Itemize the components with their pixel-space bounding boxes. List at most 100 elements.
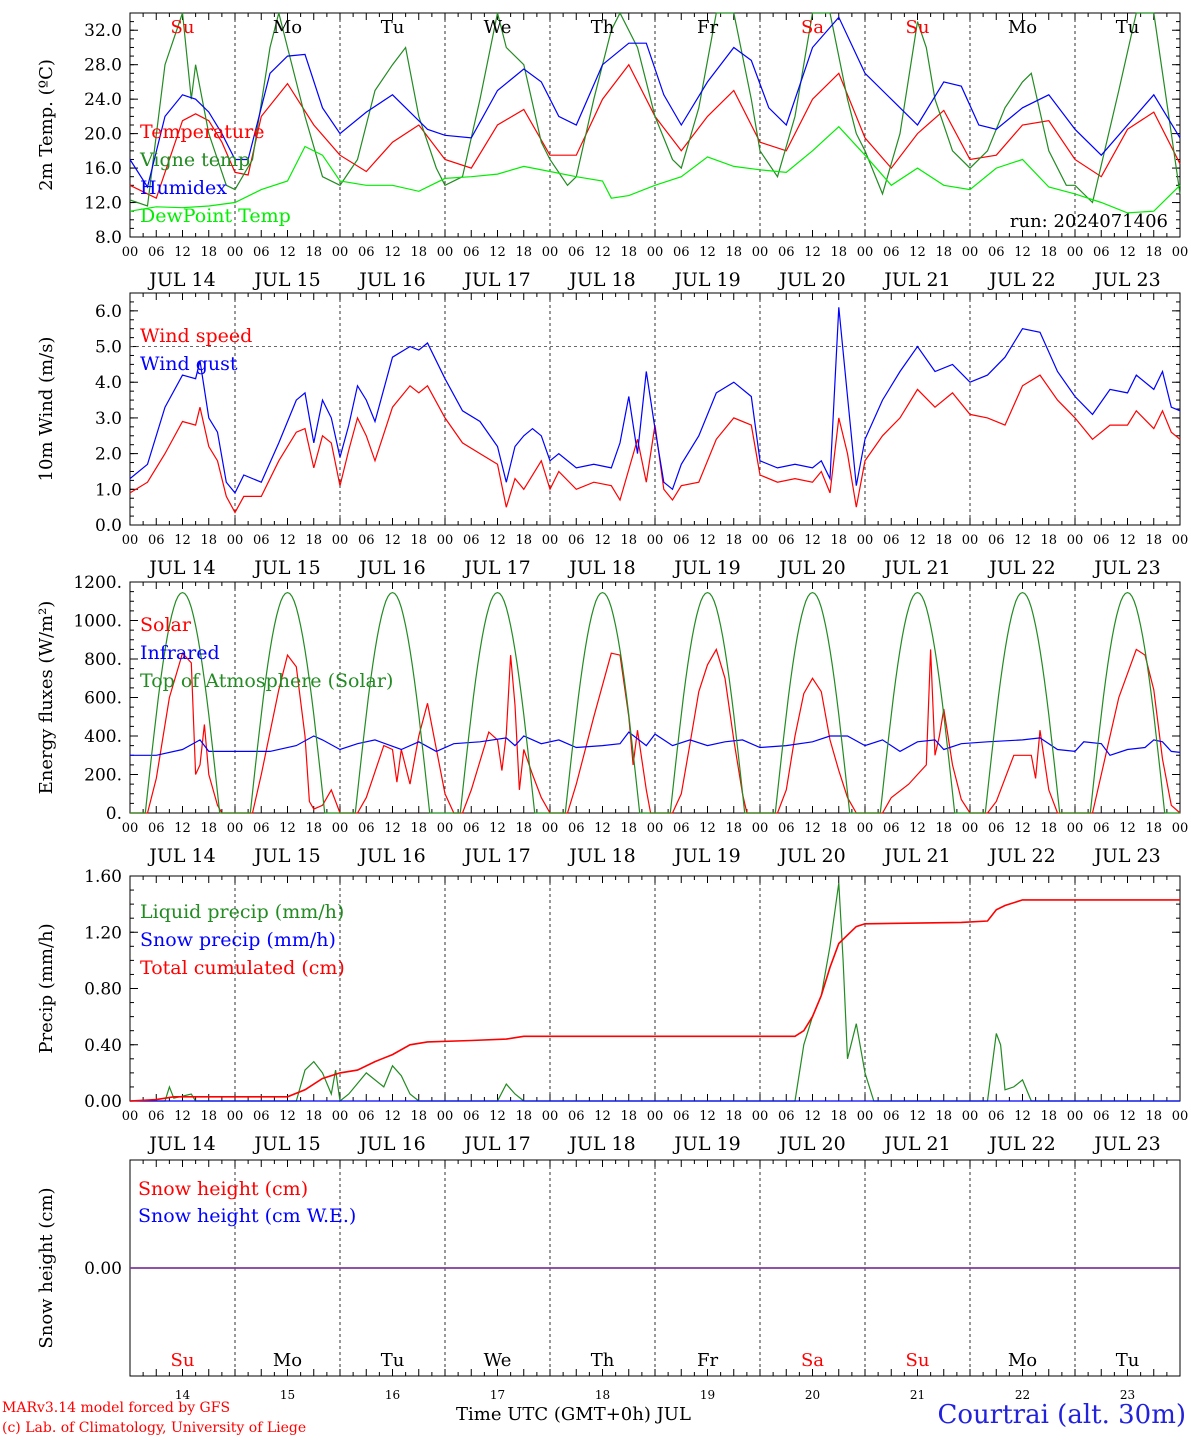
date-label: JUL 22 — [987, 269, 1055, 291]
series-line-wind-gust — [129, 307, 1181, 495]
weekday-label: Fr — [697, 17, 718, 38]
date-label: JUL 19 — [672, 269, 740, 291]
hour-tick-label: 06 — [1093, 821, 1110, 836]
hour-tick-label: 12 — [699, 245, 716, 260]
y-tick-label: 1.20 — [84, 923, 122, 943]
y-tick-label: 8.0 — [95, 228, 122, 248]
date-label: JUL 19 — [672, 845, 740, 867]
hour-tick-label: 06 — [568, 821, 585, 836]
hour-tick-label: 18 — [305, 533, 322, 548]
hour-tick-label: 18 — [620, 821, 637, 836]
hour-tick-label: 00 — [857, 245, 874, 260]
hour-tick-label: 18 — [830, 1109, 847, 1124]
hour-tick-label: 12 — [384, 533, 401, 548]
hour-tick-label: 06 — [1093, 533, 1110, 548]
hour-tick-label: 06 — [778, 1109, 795, 1124]
hour-tick-label: 06 — [883, 821, 900, 836]
weekday-label: Tu — [381, 17, 405, 38]
hour-tick-label: 06 — [988, 821, 1005, 836]
weekday-label: Mo — [273, 17, 302, 38]
legend-entry: Snow height (cm) — [138, 1178, 308, 1200]
hour-tick-label: 06 — [883, 245, 900, 260]
hour-tick-label: 00 — [122, 821, 139, 836]
panel-snow: 0.00 Snow height (cm) Snow height (cm) Snow… — [36, 1159, 1181, 1402]
date-label: JUL 22 — [987, 1133, 1055, 1155]
hour-tick-label: 00 — [647, 821, 664, 836]
hour-tick-label: 18 — [200, 1109, 217, 1124]
hour-tick-label: 00 — [1172, 821, 1189, 836]
hour-tick-label: 12 — [279, 533, 296, 548]
hour-tick-label: 12 — [909, 821, 926, 836]
hour-tick-label: 00 — [122, 533, 139, 548]
hour-tick-label: 06 — [673, 245, 690, 260]
legend-entry: Top of Atmosphere (Solar) — [140, 670, 393, 692]
hour-tick-label: 00 — [332, 533, 349, 548]
hour-tick-label: 06 — [883, 533, 900, 548]
hour-tick-label: 12 — [279, 245, 296, 260]
hour-tick-label: 00 — [1067, 533, 1084, 548]
hour-tick-label: 06 — [568, 1109, 585, 1124]
hour-tick-label: 12 — [384, 1109, 401, 1124]
y-tick-label: 2.0 — [95, 445, 122, 465]
day-number-label: 18 — [595, 1388, 610, 1402]
hour-tick-label: 00 — [122, 245, 139, 260]
weekday-label: We — [484, 17, 512, 38]
hour-tick-label: 12 — [174, 533, 191, 548]
hour-tick-label: 00 — [857, 533, 874, 548]
weekday-label: Tu — [1116, 1350, 1140, 1371]
day-number-label: 22 — [1015, 1388, 1030, 1402]
hour-tick-label: 18 — [410, 533, 427, 548]
hour-tick-label: 18 — [935, 1109, 952, 1124]
hour-tick-label: 06 — [358, 533, 375, 548]
hour-tick-label: 00 — [752, 245, 769, 260]
day-number-label: 14 — [175, 1388, 191, 1402]
date-label: JUL 23 — [1092, 269, 1160, 291]
y-tick-label: 0.40 — [84, 1036, 122, 1056]
hour-tick-label: 12 — [804, 1109, 821, 1124]
hour-tick-label: 12 — [279, 1109, 296, 1124]
hour-tick-label: 06 — [988, 245, 1005, 260]
hour-tick-label: 12 — [909, 245, 926, 260]
weekday-label: Su — [906, 17, 930, 38]
y-axis-label: Snow height (cm) — [36, 1187, 57, 1348]
hour-tick-label: 06 — [1093, 1109, 1110, 1124]
hour-tick-label: 00 — [752, 1109, 769, 1124]
y-tick-label: 600. — [84, 689, 122, 709]
y-tick-label: 28.0 — [84, 56, 122, 76]
hour-tick-label: 18 — [305, 1109, 322, 1124]
date-label: JUL 21 — [882, 269, 950, 291]
legend-entry: Solar — [140, 614, 192, 636]
day-number-label: 15 — [280, 1388, 295, 1402]
y-tick-label: 24.0 — [84, 90, 122, 110]
hour-tick-label: 00 — [542, 821, 559, 836]
hour-tick-label: 12 — [1119, 533, 1136, 548]
hour-tick-label: 00 — [647, 533, 664, 548]
hour-tick-label: 12 — [804, 245, 821, 260]
hour-tick-label: 18 — [1145, 1109, 1162, 1124]
legend-entry: Snow precip (mm/h) — [140, 929, 336, 951]
weekday-label: We — [484, 1350, 512, 1371]
x-axis-label: Time UTC (GMT+0h) JUL — [456, 1404, 691, 1425]
hour-tick-label: 00 — [752, 533, 769, 548]
hour-tick-label: 18 — [935, 533, 952, 548]
hour-tick-label: 18 — [620, 245, 637, 260]
hour-tick-label: 00 — [437, 533, 454, 548]
y-tick-label: 0.0 — [95, 516, 122, 536]
hour-tick-label: 12 — [1119, 245, 1136, 260]
hour-tick-label: 12 — [489, 1109, 506, 1124]
hour-tick-label: 12 — [384, 245, 401, 260]
series-line-top-of-atmosphere-solar- — [130, 591, 1180, 814]
day-number-label: 16 — [385, 1388, 400, 1402]
series-line-total-cumulated-cm- — [129, 899, 1180, 1102]
hour-tick-label: 18 — [515, 245, 532, 260]
day-number-label: 21 — [910, 1388, 925, 1402]
hour-tick-label: 18 — [200, 533, 217, 548]
hour-tick-label: 00 — [542, 1109, 559, 1124]
hour-tick-label: 12 — [174, 245, 191, 260]
hour-tick-label: 18 — [725, 1109, 742, 1124]
hour-tick-label: 00 — [122, 1109, 139, 1124]
y-tick-label: 20.0 — [84, 125, 122, 145]
y-tick-label: 0.00 — [84, 1092, 122, 1112]
date-label: JUL 19 — [672, 557, 740, 579]
date-label: JUL 15 — [252, 1133, 320, 1155]
